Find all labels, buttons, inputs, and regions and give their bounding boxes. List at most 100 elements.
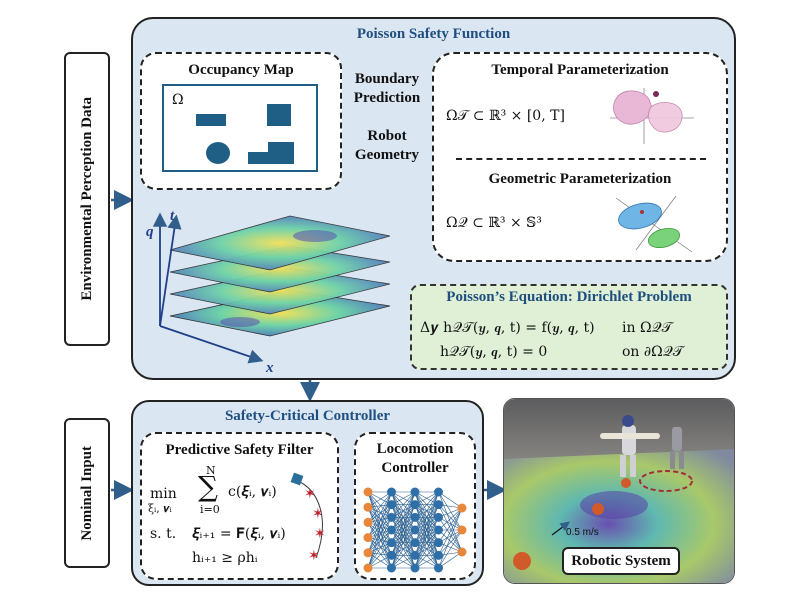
obstacle-rect-1 [196, 114, 226, 126]
nn-node [363, 548, 373, 558]
temporal-title: Temporal Parameterization [491, 62, 669, 78]
nn-node [457, 503, 467, 513]
nn-edge [391, 491, 416, 531]
nn-node [434, 512, 443, 522]
sum-lower: i=0 [200, 503, 220, 516]
sum-upper: N [206, 464, 216, 477]
nn-node [387, 525, 396, 535]
svg-text:✶: ✶ [314, 527, 326, 542]
psf-title: Predictive Safety Filter [165, 442, 314, 458]
svg-text:✶: ✶ [312, 507, 324, 522]
nn-edge [367, 491, 392, 508]
nn-edge [414, 542, 439, 569]
nn-edge [438, 491, 463, 531]
nn-edge [438, 491, 463, 509]
nn-node [434, 525, 443, 535]
axis-x-label: x [265, 360, 274, 376]
nn-edge [367, 537, 392, 556]
nn-node [363, 563, 373, 573]
nn-edge [367, 504, 392, 523]
nn-edge [367, 491, 392, 543]
predictive-safety-filter-box [140, 432, 339, 580]
nn-edge [414, 517, 439, 569]
axis-q-label: q [146, 224, 154, 240]
temporal-illustration [610, 88, 694, 144]
axis-t-label: t [170, 208, 175, 224]
robot-geometry-label: Robot Geometry [354, 128, 420, 163]
env-perception-label: Environmental Perception Data [78, 97, 95, 301]
nn-edge [391, 517, 416, 569]
nn-node [387, 538, 396, 548]
nn-edge [367, 529, 392, 554]
nn-node [410, 500, 420, 510]
nn-node [387, 550, 396, 560]
obstacle-circle [206, 142, 230, 164]
svg-text:✶: ✶ [308, 549, 320, 564]
nn-edge [391, 491, 416, 543]
nn-edge [367, 522, 392, 543]
nn-edge [438, 507, 463, 543]
nn-edge [414, 491, 439, 518]
svg-text:✶: ✶ [304, 487, 316, 502]
nn-node [457, 547, 467, 557]
min-label: min [150, 486, 177, 502]
nn-node [410, 512, 420, 522]
nn-node [434, 563, 443, 573]
nn-node [387, 500, 396, 510]
heatmap-layer-4 [169, 215, 391, 271]
trajectory-stars-illustration: ✶ ✶ ✶ ✶ [290, 472, 326, 564]
nn-edge [391, 491, 416, 518]
nn-edge [367, 517, 392, 553]
nn-edge [367, 491, 392, 553]
robotic-system-label-box: Robotic System [562, 547, 680, 575]
nn-edge [367, 542, 392, 569]
locomotion-title: Locomotion Controller [376, 441, 454, 476]
geometric-illustration [615, 195, 693, 253]
nn-node [434, 550, 443, 560]
layered-safety-heatmap: q t x [146, 208, 391, 376]
geometric-title: Geometric Parameterization [488, 171, 672, 187]
st-label: s. t. [150, 526, 177, 542]
nn-edge [438, 551, 463, 569]
temporal-equation: Ω𝒯 ⊂ ℝ³ × [0, T] [446, 108, 565, 124]
nn-edge [414, 529, 439, 569]
nn-edge [367, 517, 392, 569]
nn-edge [438, 529, 463, 556]
nn-node [434, 500, 443, 510]
sum-symbol: ∑ [198, 470, 218, 503]
omega-label: Ω [172, 92, 184, 108]
nn-node [410, 550, 420, 560]
dirichlet-title: Poisson’s Equation: Dirichlet Problem [446, 289, 692, 305]
nn-node [410, 563, 420, 573]
nn-edge [391, 542, 416, 569]
nn-node [363, 517, 373, 527]
geometric-equation: Ω𝒬 ⊂ ℝ³ × 𝕊³ [446, 215, 542, 231]
obstacle-rect-2 [267, 104, 291, 126]
nn-node [387, 512, 396, 522]
nn-edge [414, 491, 439, 531]
nn-edge [367, 529, 392, 569]
occupancy-map: Ω [162, 84, 318, 172]
nn-edge [414, 491, 439, 543]
nn-node [410, 525, 420, 535]
nn-edge [391, 529, 416, 569]
nn-edge [438, 491, 463, 553]
obstacle-lshape-a [248, 152, 294, 164]
dirichlet-domain2: on ∂Ω𝒬𝒯 [622, 344, 684, 360]
nn-edge [438, 507, 463, 531]
nn-node [410, 538, 420, 548]
parameterization-box [432, 52, 728, 262]
nn-edge [438, 504, 463, 531]
env-perception-box: Environmental Perception Data [64, 52, 110, 346]
nn-edge [438, 507, 463, 556]
nn-node [434, 487, 443, 497]
nn-edge [438, 529, 463, 569]
nn-edge [438, 517, 463, 553]
nominal-input-label: Nominal Input [78, 445, 95, 541]
nn-edge [438, 507, 463, 569]
dirichlet-eq2: h𝒬𝒯(𝒚, 𝒒, t) = 0 [440, 344, 548, 360]
dirichlet-eq1: Δ𝒚 h𝒬𝒯(𝒚, 𝒒, t) = f(𝒚, 𝒒, t) [420, 320, 595, 336]
nn-edge [367, 504, 392, 538]
boundary-prediction-label: Boundary Prediction [353, 71, 421, 106]
controller-title: Safety-Critical Controller [224, 408, 391, 424]
